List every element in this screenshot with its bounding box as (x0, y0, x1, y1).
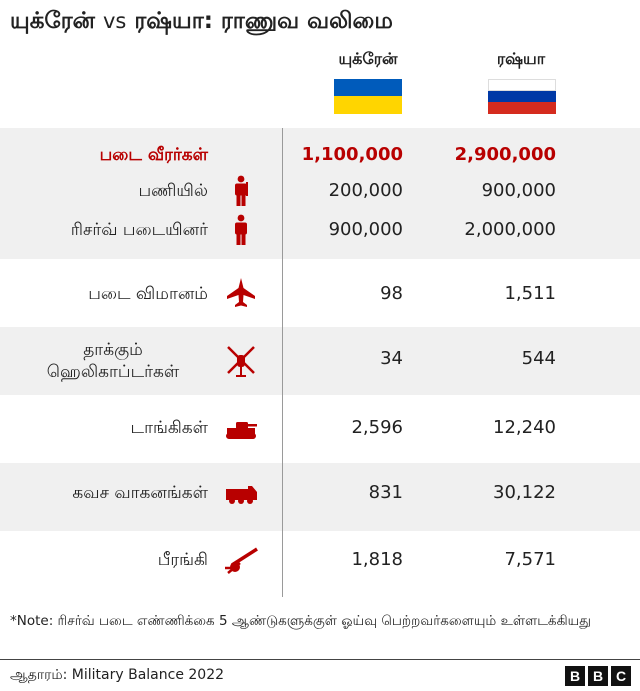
bbc-logo-letter: C (611, 666, 631, 686)
russia-flag (488, 79, 556, 114)
band-aircraft (0, 259, 640, 327)
value-russia-aircraft: 1,511 (504, 283, 556, 304)
row-label-personnel: படை வீரர்கள் (99, 145, 208, 165)
row-label-active: பணியில் (138, 181, 209, 201)
row-label-helicopters-text: தாக்கும் ஹெலிகாப்டர்கள் (46, 340, 180, 382)
title-vs: vs (102, 9, 127, 33)
value-russia-armoured: 30,122 (493, 482, 556, 503)
band-armoured (0, 463, 640, 531)
value-russia-artillery: 7,571 (504, 549, 556, 570)
value-ukraine-active: 200,000 (328, 180, 403, 201)
artillery-icon (224, 543, 258, 577)
row-label-reserve: ரிசர்வ் படையினர் (70, 220, 208, 240)
row-label-armoured: கவச வாகனங்கள் (72, 483, 208, 503)
band-personnel (0, 128, 640, 259)
value-russia-active: 900,000 (481, 180, 556, 201)
armoured-vehicle-icon (224, 476, 258, 510)
value-ukraine-personnel: 1,100,000 (301, 144, 403, 165)
footer-rule (0, 659, 640, 660)
bbc-logo-letter: B (588, 666, 608, 686)
value-ukraine-reserve: 900,000 (328, 219, 403, 240)
soldier-icon (224, 174, 258, 208)
row-label-artillery: பீரங்கி (157, 550, 208, 570)
bbc-logo-letter: B (565, 666, 585, 686)
fighter-jet-icon (224, 276, 258, 310)
footnote: *Note: ரிசர்வ் படை எண்ணிக்கை 5 ஆண்டுகளுக… (10, 613, 591, 629)
band-helicopters (0, 327, 640, 395)
band-artillery (0, 531, 640, 597)
column-divider (282, 128, 283, 597)
value-ukraine-artillery: 1,818 (351, 549, 403, 570)
value-russia-helicopters: 544 (521, 348, 556, 369)
value-ukraine-helicopters: 34 (380, 348, 403, 369)
helicopter-icon (224, 344, 258, 378)
value-ukraine-tanks: 2,596 (351, 417, 403, 438)
row-label-helicopters: தாக்கும் ஹெலிகாப்டர்கள் (18, 339, 208, 383)
band-tanks (0, 395, 640, 463)
title-part2: ரஷ்யா: ராணுவ வலிமை (134, 8, 393, 34)
row-label-aircraft: படை விமானம் (88, 284, 208, 304)
value-russia-personnel: 2,900,000 (454, 144, 556, 165)
tank-icon (224, 411, 258, 445)
ukraine-flag (334, 79, 402, 114)
value-russia-reserve: 2,000,000 (464, 219, 556, 240)
chart-title: யுக்ரேன் vs ரஷ்யா: ராணுவ வலிமை (10, 8, 393, 37)
column-header-ukraine: யுக்ரேன் (338, 49, 398, 68)
value-ukraine-aircraft: 98 (380, 283, 403, 304)
source-text: ஆதாரம்: Military Balance 2022 (10, 667, 225, 683)
row-label-tanks: டாங்கிகள் (130, 418, 208, 438)
value-ukraine-armoured: 831 (368, 482, 403, 503)
bbc-logo: B B C (565, 666, 631, 686)
title-part1: யுக்ரேன் (10, 8, 95, 34)
value-russia-tanks: 12,240 (493, 417, 556, 438)
column-header-russia: ரஷ்யா (496, 49, 546, 68)
reservist-icon (224, 213, 258, 247)
